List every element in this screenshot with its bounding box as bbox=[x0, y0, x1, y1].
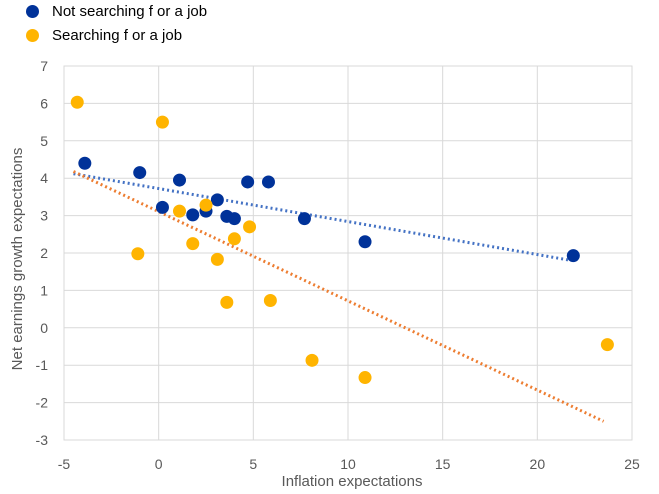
data-point-series-1 bbox=[241, 175, 255, 189]
x-axis-title: Inflation expectations bbox=[282, 473, 423, 490]
data-point-series-1 bbox=[78, 156, 92, 170]
x-tick-label: 0 bbox=[155, 456, 163, 472]
legend-item-not-searching: Not searching f or a job bbox=[26, 3, 207, 20]
data-point-series-1 bbox=[297, 212, 311, 226]
x-tick-label: 20 bbox=[530, 456, 546, 472]
y-tick-label: 3 bbox=[40, 208, 48, 224]
x-tick-label: 15 bbox=[435, 456, 451, 472]
data-point-series-2 bbox=[70, 95, 84, 109]
y-tick-label: -2 bbox=[36, 395, 49, 411]
data-point-series-1 bbox=[172, 173, 186, 187]
legend-marker-not-searching bbox=[26, 5, 39, 18]
data-point-series-1 bbox=[133, 166, 147, 180]
trendline-series-2 bbox=[72, 170, 605, 423]
y-tick-label: 2 bbox=[40, 245, 48, 261]
x-tick-label: 25 bbox=[624, 456, 640, 472]
y-tick-label: 6 bbox=[40, 95, 48, 111]
trendline-series-1 bbox=[73, 172, 572, 262]
data-point-series-2 bbox=[243, 220, 257, 234]
data-point-series-2 bbox=[220, 295, 234, 309]
data-point-series-1 bbox=[358, 235, 372, 249]
y-tick-label: 4 bbox=[40, 170, 48, 186]
legend-marker-searching bbox=[26, 29, 39, 42]
x-tick-label: -5 bbox=[58, 456, 71, 472]
x-tick-label: 5 bbox=[249, 456, 257, 472]
y-axis-title: Net earnings growth expectations bbox=[9, 148, 26, 371]
y-tick-label: 7 bbox=[40, 58, 48, 74]
y-tick-label: -1 bbox=[36, 357, 49, 373]
x-tick-label: 10 bbox=[340, 456, 356, 472]
y-tick-label: 5 bbox=[40, 133, 48, 149]
data-point-series-1 bbox=[261, 175, 275, 189]
data-point-series-1 bbox=[210, 193, 224, 207]
data-point-series-2 bbox=[358, 371, 372, 385]
data-point-series-2 bbox=[199, 198, 213, 212]
data-point-series-2 bbox=[155, 115, 169, 129]
data-point-series-2 bbox=[186, 237, 200, 251]
data-point-series-2 bbox=[263, 293, 277, 307]
data-point-series-1 bbox=[227, 212, 241, 226]
y-tick-label: -3 bbox=[36, 432, 49, 448]
data-point-series-2 bbox=[172, 204, 186, 218]
y-tick-label: 1 bbox=[40, 282, 48, 298]
y-tick-label: 0 bbox=[40, 320, 48, 336]
legend-item-searching: Searching f or a job bbox=[26, 27, 182, 44]
data-point-series-2 bbox=[227, 232, 241, 246]
data-point-series-2 bbox=[210, 252, 224, 266]
data-point-series-2 bbox=[131, 247, 145, 261]
data-point-series-1 bbox=[566, 249, 580, 263]
legend-label-searching: Searching f or a job bbox=[52, 27, 183, 44]
data-point-series-1 bbox=[155, 200, 169, 214]
legend-label-not-searching: Not searching f or a job bbox=[52, 3, 208, 20]
data-point-series-2 bbox=[600, 338, 614, 352]
data-point-series-1 bbox=[186, 208, 200, 222]
data-point-series-2 bbox=[305, 353, 319, 367]
